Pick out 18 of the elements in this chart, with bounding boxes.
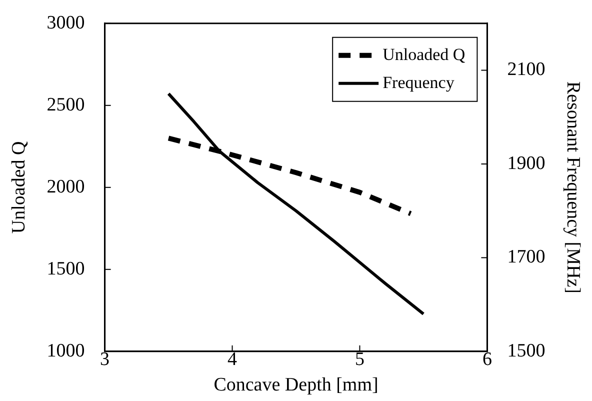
x-tick-label: 4 [228,348,238,370]
x-tick-label: 6 [482,348,492,370]
y2-tick-label: 1900 [507,152,546,174]
x-axis-title: Concave Depth [mm] [214,374,378,396]
x-tick-label: 5 [354,348,364,370]
y2-tick-label: 1500 [507,340,546,362]
y-axis-title: Unloaded Q [8,140,30,234]
y2-tick-label: 2100 [507,59,546,80]
x-tick-label: 3 [100,348,110,370]
y2-axis-title: Resonant Frequency [MHz] [562,81,584,294]
y2-tick-label: 1700 [507,246,546,268]
legend-label: Frequency [382,72,455,92]
y-tick-label: 2500 [46,94,85,116]
y-tick-label: 3000 [46,12,85,34]
y-tick-label: 2000 [46,176,85,198]
y-tick-label: 1000 [46,340,85,362]
y-tick-label: 1500 [46,258,85,280]
legend-label: Unloaded Q [382,44,466,64]
